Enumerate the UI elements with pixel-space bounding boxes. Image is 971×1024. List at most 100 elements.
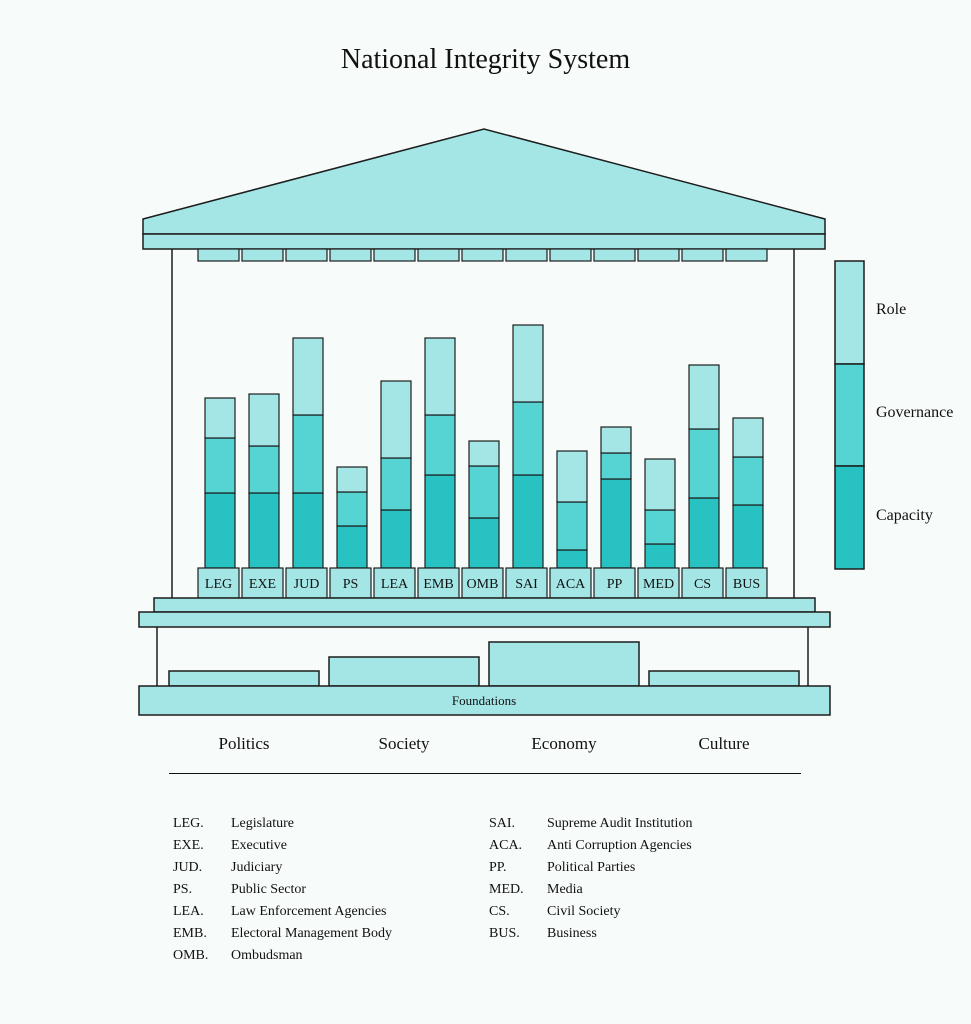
pillar-role-segment: [468, 440, 500, 467]
pillar-governance-segment: [512, 401, 544, 476]
foundation-label-economy: Economy: [531, 734, 597, 753]
abbreviation-code: MED.: [489, 882, 524, 897]
pillar-label: SAI: [515, 577, 538, 592]
legend-swatch-capacity: [834, 465, 865, 570]
abbreviation-item: PS. Public Sector: [173, 882, 392, 904]
pillar-capital: [373, 248, 416, 262]
temple-diagram: LEG EXE JUD PS LEA EMB OMB SAI ACA PP MED CS BUS Fou…: [138, 128, 865, 716]
foundation-label-culture: Culture: [698, 734, 750, 753]
pillar-base: [505, 567, 548, 599]
abbreviation-code: EXE.: [173, 838, 204, 853]
abbreviation-item: MED. Media: [489, 882, 692, 904]
abbreviation-code: ACA.: [489, 838, 523, 853]
pillar-label: LEA: [381, 577, 409, 592]
abbreviation-name: Judiciary: [231, 860, 283, 875]
abbreviation-list-right: SAI. Supreme Audit Institution ACA. Anti C…: [489, 816, 692, 948]
pillar-governance-segment: [204, 437, 236, 494]
abbreviation-name: Media: [547, 882, 583, 897]
pillar-label: MED: [643, 577, 674, 592]
pillar-capital: [329, 248, 372, 262]
pillar-base: [417, 567, 460, 599]
foundations-label: Foundations: [452, 693, 516, 708]
pillar-capital: [505, 248, 548, 262]
pillar-role-segment: [512, 324, 544, 403]
pillar-governance-segment: [336, 491, 368, 527]
foundation-block-culture: [648, 670, 800, 687]
pillar-capital: [417, 248, 460, 262]
abbreviation-item: LEA. Law Enforcement Agencies: [173, 904, 392, 926]
abbreviation-name: Law Enforcement Agencies: [231, 904, 387, 919]
pillar-governance-segment: [424, 414, 456, 476]
pillar-governance-segment: [688, 428, 720, 499]
pillar-base: [329, 567, 372, 599]
abbreviation-code: OMB.: [173, 948, 209, 963]
abbreviation-item: EMB. Electoral Management Body: [173, 926, 392, 948]
pillar-role-segment: [292, 337, 324, 416]
pillar-capacity-segment: [600, 478, 632, 569]
abbreviation-name: Civil Society: [547, 904, 621, 919]
divider-line: [169, 773, 801, 774]
abbreviation-code: PP.: [489, 860, 507, 875]
pillar-governance-segment: [732, 456, 764, 506]
pillar-label: JUD: [294, 577, 320, 592]
temple-floor-upper: [153, 597, 816, 613]
pillar-capital: [549, 248, 592, 262]
foundation-label-politics: Politics: [218, 734, 270, 753]
abbreviation-name: Electoral Management Body: [231, 926, 392, 941]
abbreviation-code: LEG.: [173, 816, 204, 831]
pillar-governance-segment: [292, 414, 324, 494]
pillar-capacity-segment: [424, 474, 456, 569]
abbreviation-code: LEA.: [173, 904, 204, 919]
abbreviation-item: JUD. Judiciary: [173, 860, 392, 882]
pillar-role-segment: [688, 364, 720, 430]
pillar-capital: [637, 248, 680, 262]
pillar-capacity-segment: [688, 497, 720, 569]
pillar-capacity-segment: [556, 549, 588, 569]
pillar-label: PS: [343, 577, 359, 592]
abbreviation-item: OMB. Ombudsman: [173, 948, 392, 970]
abbreviation-item: EXE. Executive: [173, 838, 392, 860]
pillar-label: BUS: [733, 577, 760, 592]
pillar-base: [373, 567, 416, 599]
abbreviation-item: BUS. Business: [489, 926, 692, 948]
abbreviation-name: Legislature: [231, 816, 294, 831]
diagram-title: National Integrity System: [340, 44, 631, 75]
pillar-label: CS: [694, 577, 711, 592]
temple-architrave: [142, 233, 826, 250]
pillar-capacity-segment: [512, 474, 544, 569]
pillar-role-segment: [644, 458, 676, 511]
foundations-base: [138, 685, 831, 716]
abbreviation-item: LEG. Legislature: [173, 816, 392, 838]
abbreviation-code: CS.: [489, 904, 510, 919]
abbreviation-code: SAI.: [489, 816, 516, 831]
foundation-block-economy: [488, 641, 640, 687]
abbreviation-name: Political Parties: [547, 860, 636, 875]
legend-label-governance: Governance: [876, 404, 954, 421]
abbreviation-name: Executive: [231, 838, 287, 853]
pillar-capital: [285, 248, 328, 262]
pillar-base: [681, 567, 724, 599]
pillar-capital: [593, 248, 636, 262]
pillar-role-segment: [732, 417, 764, 458]
pillar-role-segment: [248, 393, 280, 447]
pillar-base: [197, 567, 240, 599]
pillar-role-segment: [600, 426, 632, 454]
pillar-base: [549, 567, 592, 599]
pillar-role-segment: [424, 337, 456, 416]
pillar-governance-segment: [556, 501, 588, 551]
abbreviation-item: PP. Political Parties: [489, 860, 692, 882]
abbreviation-code: PS.: [173, 882, 193, 897]
pillar-capital: [241, 248, 284, 262]
pillar-label: EXE: [249, 577, 276, 592]
pillar-governance-segment: [468, 465, 500, 519]
legend-label-capacity: Capacity: [876, 507, 933, 524]
abbreviation-code: EMB.: [173, 926, 207, 941]
legend-label-role: Role: [876, 301, 907, 318]
pillar-capacity-segment: [732, 504, 764, 569]
legend-swatch-governance: [834, 363, 865, 467]
pillar-capital: [725, 248, 768, 262]
pillar-capital: [197, 248, 240, 262]
pillar-label: LEG: [205, 577, 232, 592]
abbreviation-name: Public Sector: [231, 882, 307, 897]
pillar-capacity-segment: [336, 525, 368, 569]
